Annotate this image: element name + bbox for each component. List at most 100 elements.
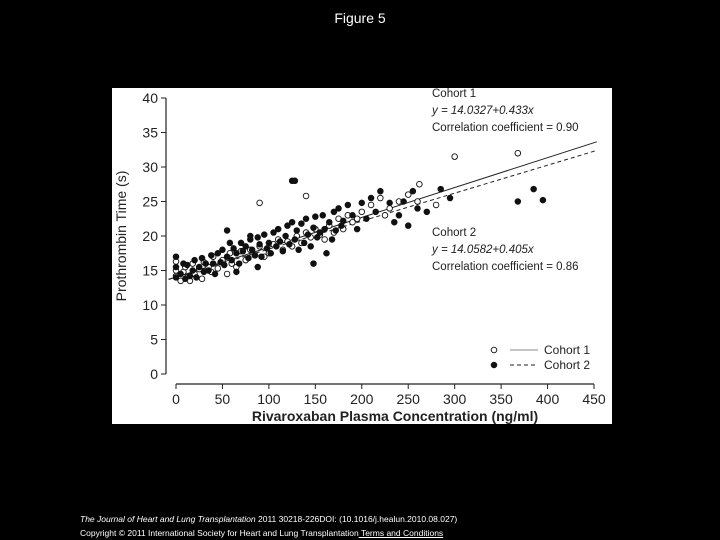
cohort2-point [191,256,198,264]
cohort2-point [223,253,231,260]
cohort2-fit-line [168,149,597,280]
cohort2-annotation-line: y = 14.0582+0.405x [431,244,535,256]
x-tick-label: 450 [582,391,606,407]
x-tick-label: 50 [215,391,231,407]
x-tick-label: 350 [489,391,513,407]
cohort1-point [256,199,263,207]
cohort1-point [381,212,389,219]
cohort2-point [291,236,299,243]
cohort2-point [247,232,254,240]
cohort2-point [339,217,347,225]
cohort1-point [321,236,328,243]
cohort2-point [172,274,180,281]
cohort1-point [416,180,423,188]
cohort2-point [276,238,284,245]
y-tick-label: 5 [150,332,158,348]
cohort2-point [291,177,299,185]
y-tick-label: 35 [142,125,158,141]
cohort2-point [214,249,222,257]
cohort2-point [270,229,277,236]
cohort2-point [302,215,310,222]
cohort2-point [205,267,212,274]
cohort2-point [321,225,328,233]
x-tick-label: 100 [257,391,281,407]
cohort2-point [273,243,280,250]
copyright-line: Copyright © 2011 International Society f… [80,526,680,540]
cohort2-point [254,263,261,271]
cohort2-annotation-line: Correlation coefficient = 0.86 [432,261,579,273]
cohort2-point [256,241,263,248]
y-tick-label: 10 [142,297,158,313]
cohort2-point [226,239,234,247]
citation-line: The Journal of Heart and Lung Transplant… [80,512,680,526]
cohort2-point [530,185,537,193]
cohort2-point [377,187,384,195]
cohort2-point [219,246,226,254]
cohort2-point [295,246,302,254]
cohort2-point [193,274,200,281]
cohort2-point [183,261,191,269]
x-tick-label: 0 [172,391,180,407]
y-tick-label: 20 [142,228,158,244]
cohort1-point [198,275,206,283]
cohort1-point [451,153,458,160]
y-tick-label: 30 [142,159,158,175]
cohort2-point [395,212,403,219]
x-tick-label: 400 [536,391,560,407]
cohort1-point [514,149,522,157]
cohort2-point [265,239,273,247]
y-tick-label: 15 [142,263,158,279]
cohort2-point [260,231,268,238]
cohort1-point [302,192,310,200]
cohort2-point [404,222,412,229]
citation-text: 2011 30218-226DOI: (10.1016/j.healun.201… [255,514,458,524]
cohort2-point [182,275,189,283]
cohort1-point [367,201,375,209]
cohort1-point [377,194,384,202]
legend-cohort2-marker [490,361,498,369]
cohort2-point [312,213,319,220]
cohort2-point [230,245,237,252]
cohort2-point [284,222,291,229]
cohort2-point [233,249,240,257]
cohort2-point [300,239,308,247]
cohort2-point [310,224,317,231]
cohort2-point [514,198,522,205]
cohort2-point [254,234,261,241]
cohort2-point [235,260,243,267]
legend-cohort1-label: Cohort 1 [544,343,590,357]
cohort2-point [239,247,247,255]
cohort2-point [386,199,393,207]
fit-lines [168,141,597,281]
y-axis-label: Prothrombin Time (s) [113,171,129,302]
cohort2-annotation-line: Cohort 2 [432,227,476,239]
cohort2-point [335,205,342,212]
cohort2-point [267,249,274,257]
cohort2-point [323,249,330,257]
cohort2-point [263,245,271,252]
cohort2-point [172,263,180,271]
cohort2-point [233,268,240,276]
cohort1-point [386,205,393,212]
cohort2-point [282,232,289,240]
x-tick-label: 250 [397,391,421,407]
cohort2-point [209,260,217,267]
cohort2-point [304,231,312,238]
cohort2-point [391,218,398,226]
terms-link[interactable]: Terms and Conditions [358,528,444,538]
cohort2-point [326,218,333,226]
cohort2-point [310,260,317,267]
cohort1-fit-line [168,141,597,281]
x-tick-label: 300 [443,391,467,407]
cohort2-point [228,256,235,264]
cohort2-point [400,198,407,205]
cohort1-annotation-line: Cohort 1 [432,88,476,100]
cohort2-point [423,208,431,216]
cohort2-point [242,243,249,250]
cohort1-annotation-line: Correlation coefficient = 0.90 [432,122,579,134]
cohort2-point [198,254,206,262]
cohort2-point [349,212,356,219]
cohort1-point [214,265,222,272]
